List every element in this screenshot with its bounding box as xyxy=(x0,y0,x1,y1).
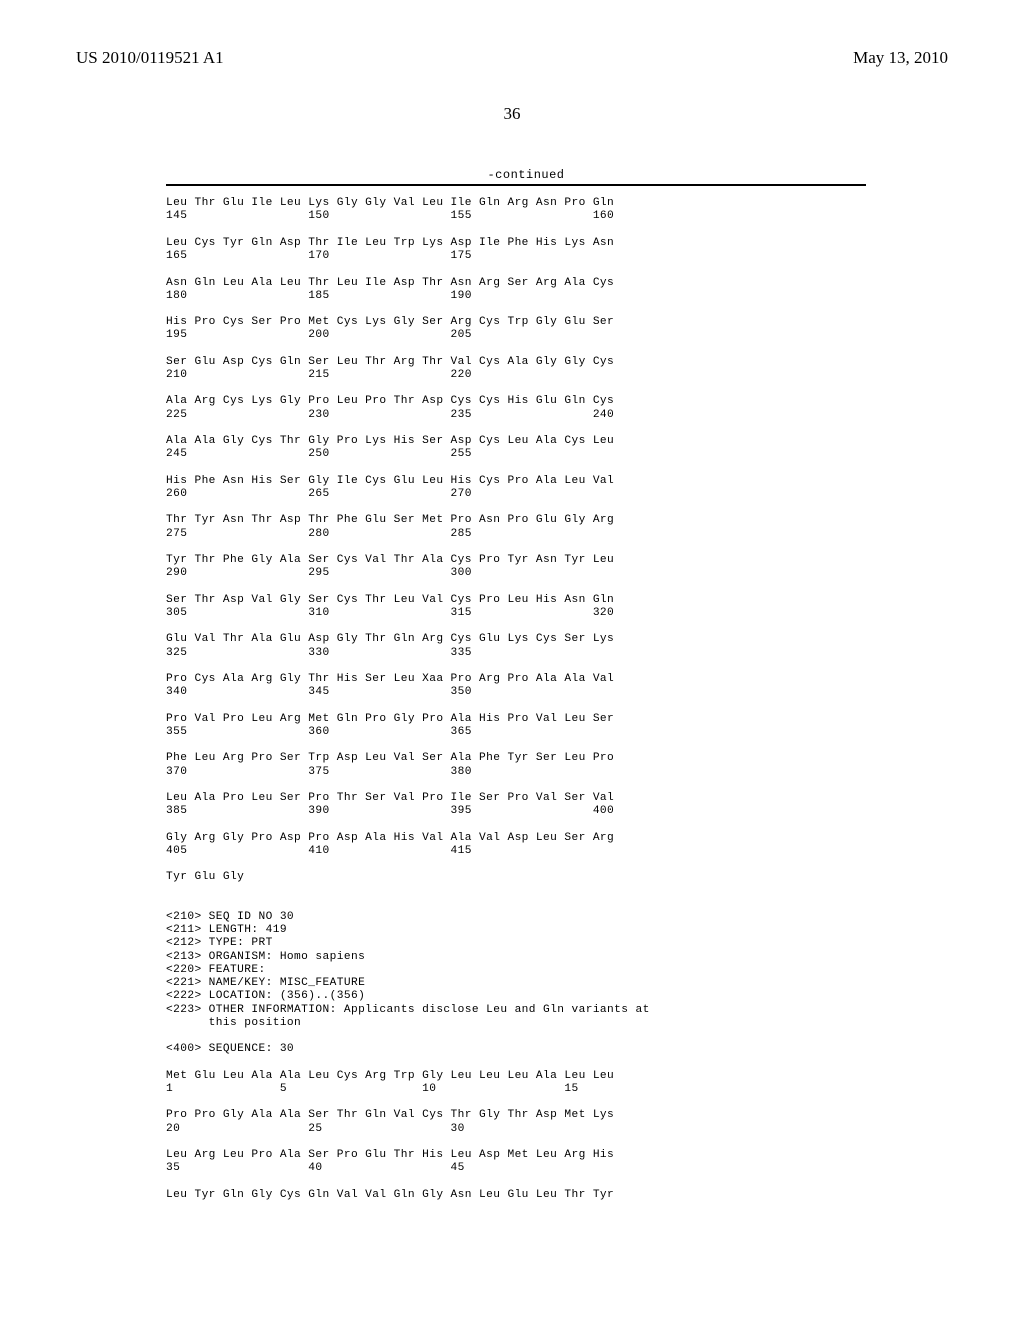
continued-block: -continued xyxy=(76,168,948,186)
publication-number: US 2010/0119521 A1 xyxy=(76,48,224,68)
sequence-listing: Leu Thr Glu Ile Leu Lys Gly Gly Val Leu … xyxy=(166,197,948,1202)
page-header: US 2010/0119521 A1 May 13, 2010 xyxy=(76,48,948,68)
page: US 2010/0119521 A1 May 13, 2010 36 -cont… xyxy=(0,0,1024,1320)
continued-label: -continued xyxy=(246,168,806,182)
horizontal-rule xyxy=(166,184,866,186)
publication-date: May 13, 2010 xyxy=(853,48,948,68)
page-number: 36 xyxy=(76,104,948,124)
